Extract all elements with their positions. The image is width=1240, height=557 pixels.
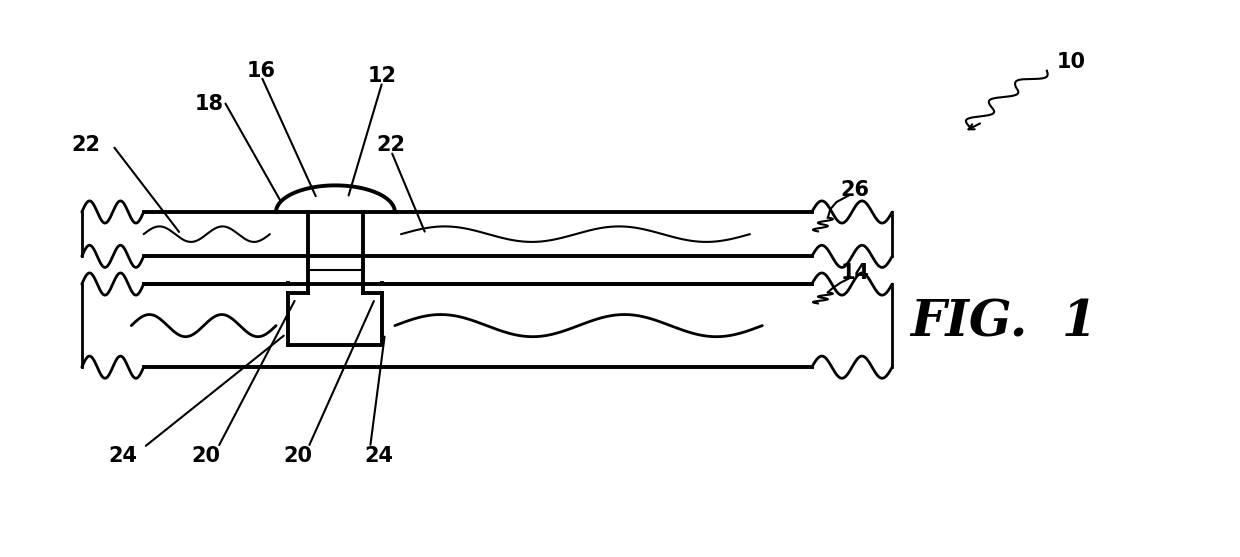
Text: 26: 26 — [841, 180, 869, 200]
Text: 14: 14 — [841, 263, 869, 283]
Text: 20: 20 — [284, 446, 312, 466]
Text: FIG.  1: FIG. 1 — [910, 299, 1097, 348]
Text: 22: 22 — [377, 135, 405, 155]
Text: 16: 16 — [247, 61, 275, 81]
Text: 24: 24 — [108, 446, 138, 466]
Text: 20: 20 — [191, 446, 219, 466]
Text: 18: 18 — [195, 94, 223, 114]
Text: 12: 12 — [368, 66, 397, 86]
Text: 10: 10 — [1056, 52, 1086, 72]
Text: 24: 24 — [365, 446, 393, 466]
Text: 22: 22 — [71, 135, 100, 155]
